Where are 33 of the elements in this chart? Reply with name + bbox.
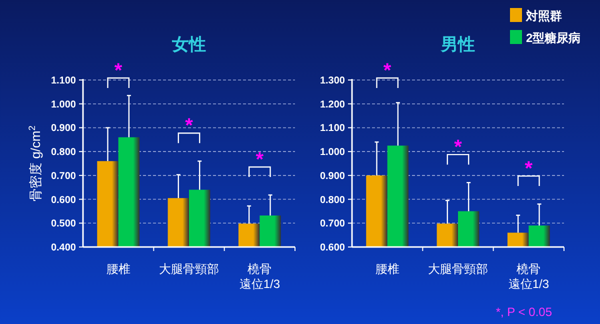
annotation: *	[256, 148, 264, 171]
y-tick-label: 1.000	[320, 147, 346, 158]
y-tick-label: 0.700	[50, 170, 76, 182]
y-tick-label: 1.100	[320, 123, 346, 134]
annotation: *	[185, 115, 194, 138]
x-tick-label: 大腿骨頸部	[159, 262, 219, 276]
y-tick-label: 0.800	[320, 194, 346, 206]
y-tick-label: 0.600	[50, 194, 76, 206]
y-tick-label: 0.600	[320, 242, 346, 254]
annotation: *	[454, 136, 462, 159]
annotation: *	[524, 158, 533, 180]
x-tick-label: 大腿骨頸部	[428, 262, 488, 276]
chart-title: 男性	[440, 35, 475, 54]
text: *, P < 0.05	[496, 305, 552, 319]
y-tick-label: 1.300	[320, 76, 346, 86]
y-tick-label: 1.200	[320, 99, 346, 110]
x-tick-label: 橈骨遠位1/3	[508, 262, 550, 291]
annotation: *	[383, 60, 392, 82]
y-tick-label: 1.100	[50, 76, 76, 86]
y-tick-label: 0.800	[50, 147, 76, 158]
x-tick-label: 腰椎	[375, 262, 400, 276]
chart-title: 女性	[171, 35, 206, 54]
legend-label: 2型糖尿病	[526, 31, 581, 45]
legend-label: 対照群	[525, 9, 562, 23]
y-tick-label: 0.400	[50, 242, 76, 254]
annotation: *	[114, 60, 122, 82]
x-tick-label: 腰椎	[106, 262, 130, 276]
y-tick-label: 0.500	[50, 218, 76, 230]
y-tick-label: 0.900	[320, 170, 346, 182]
y-tick-label: 0.900	[50, 123, 76, 134]
y-tick-label: 0.700	[320, 218, 346, 230]
y-tick-label: 1.000	[50, 99, 76, 110]
x-tick-label: 橈骨遠位1/3	[239, 262, 280, 291]
